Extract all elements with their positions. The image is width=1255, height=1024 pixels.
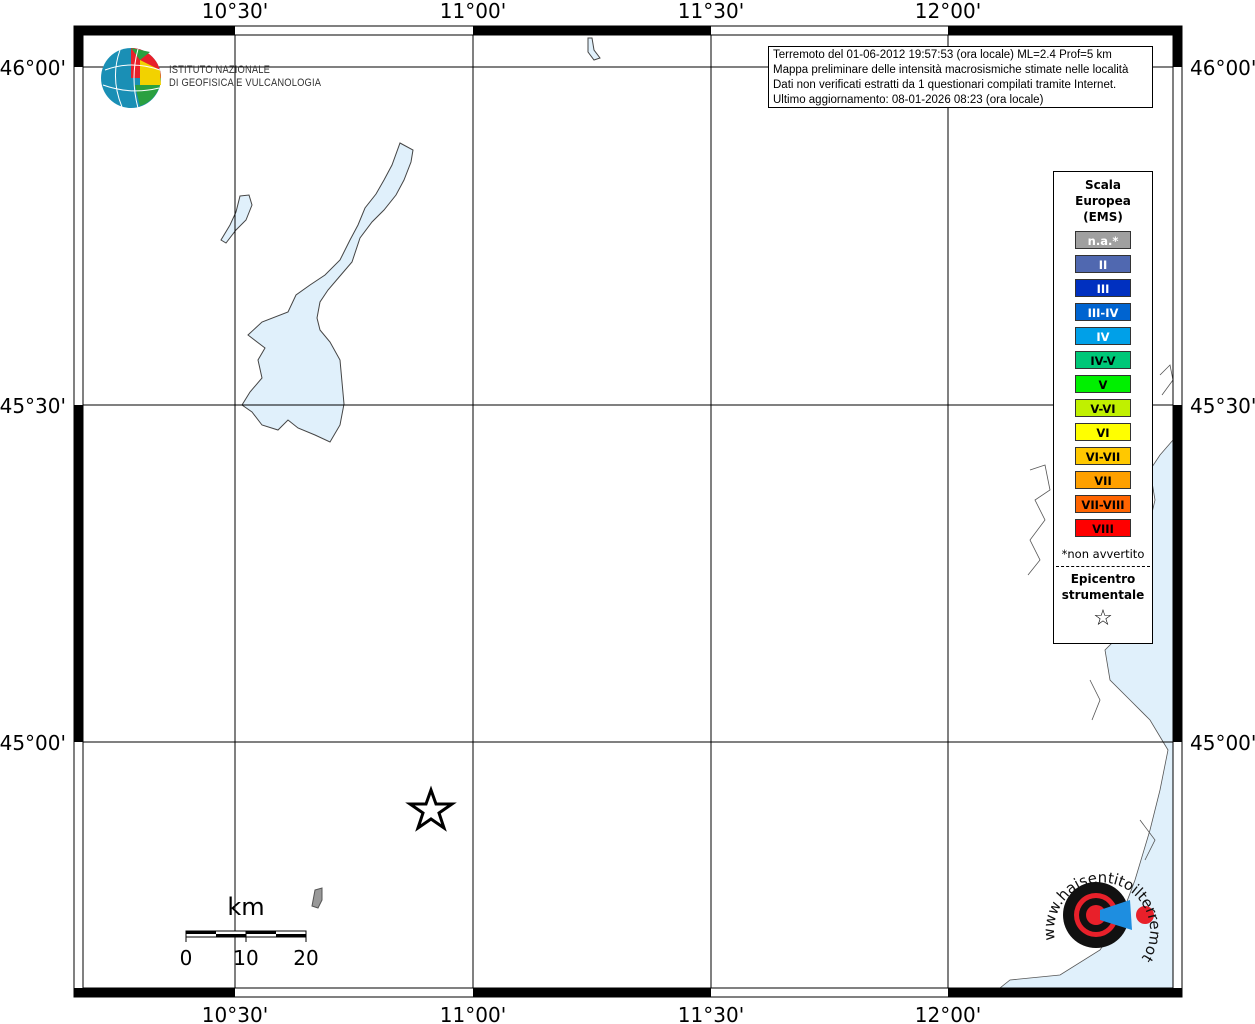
- legend-item: III: [1075, 279, 1131, 297]
- lon-label-bottom: 11°00': [440, 1003, 506, 1024]
- lat-label-left: 45°30': [0, 394, 66, 418]
- legend-item: VI-VII: [1075, 447, 1131, 465]
- lat-label-left: 46°00': [0, 56, 66, 80]
- legend-item: VI: [1075, 423, 1131, 441]
- info-line: Mappa preliminare delle intensità macros…: [773, 64, 1129, 76]
- lon-label-top: 12°00': [915, 0, 981, 23]
- lat-label-right: 46°00': [1190, 56, 1255, 80]
- intensity-legend: Scala Europea (EMS) n.a.* II III III-IV IV IV-V…: [1053, 171, 1153, 644]
- lon-label-top: 10°30': [202, 0, 268, 23]
- legend-item: VIII: [1075, 519, 1131, 537]
- info-line: Ultimo aggiornamento: 08-01-2026 08:23 (…: [773, 94, 1044, 106]
- legend-item: n.a.*: [1075, 231, 1131, 249]
- svg-text:0: 0: [180, 946, 193, 970]
- event-info-box: Terremoto del 01-06-2012 19:57:53 (ora l…: [768, 46, 1153, 108]
- lake-idro: [220, 194, 253, 244]
- lat-label-right: 45°30': [1190, 394, 1255, 418]
- legend-item: II: [1075, 255, 1131, 273]
- lat-label-right: 45°00': [1190, 731, 1255, 755]
- legend-star-icon: ☆: [1093, 606, 1113, 631]
- legend-item: V-VI: [1075, 399, 1131, 417]
- legend-item: V: [1075, 375, 1131, 393]
- small-island: [311, 887, 323, 909]
- lon-label-bottom: 10°30': [202, 1003, 268, 1024]
- ingv-logo-globe-icon: [101, 48, 161, 109]
- ingv-logo-text: ISTITUTO NAZIONALE DI GEOFISICA E VULCAN…: [169, 64, 321, 90]
- scale-bar: km 0 10 20: [180, 893, 319, 970]
- legend-item: IV-V: [1075, 351, 1131, 369]
- legend-item: IV: [1075, 327, 1131, 345]
- info-line: Terremoto del 01-06-2012 19:57:53 (ora l…: [773, 49, 1112, 61]
- svg-text:10: 10: [233, 946, 258, 970]
- epicenter-star-icon[interactable]: [405, 785, 457, 832]
- logo-line2: DI GEOFISICA E VULCANOLOGIA: [169, 77, 322, 89]
- legend-title: Scala Europea (EMS): [1075, 178, 1131, 224]
- lon-label-bottom: 12°00': [915, 1003, 981, 1024]
- lat-label-left: 45°00': [0, 731, 66, 755]
- small-lake-north: [587, 37, 601, 61]
- legend-divider: [1056, 566, 1150, 567]
- legend-epicenter-label: Epicentro strumentale: [1061, 572, 1145, 602]
- lon-label-top: 11°30': [678, 0, 744, 23]
- map-frame: [73, 25, 1183, 998]
- svg-text:www.haisentitoilterremoto.it: www.haisentitoilterremoto.it: [0, 0, 1164, 966]
- haisentito-logo-icon: www.haisentitoilterremoto.it: [0, 0, 1164, 966]
- svg-text:20: 20: [293, 946, 318, 970]
- lon-label-top: 11°00': [440, 0, 506, 23]
- legend-item: VII: [1075, 471, 1131, 489]
- legend-item: III-IV: [1075, 303, 1131, 321]
- lon-label-bottom: 11°30': [678, 1003, 744, 1024]
- legend-note: *non avvertito: [1061, 547, 1145, 561]
- lagoon-fragments: [1027, 364, 1174, 861]
- lake-garda: [241, 142, 414, 443]
- graticule: [83, 35, 1173, 988]
- info-line: Dati non verificati estratti da 1 questi…: [773, 79, 1117, 91]
- legend-item: VII-VIII: [1075, 495, 1131, 513]
- svg-text:km: km: [227, 893, 264, 921]
- logo-line1: ISTITUTO NAZIONALE: [169, 64, 271, 76]
